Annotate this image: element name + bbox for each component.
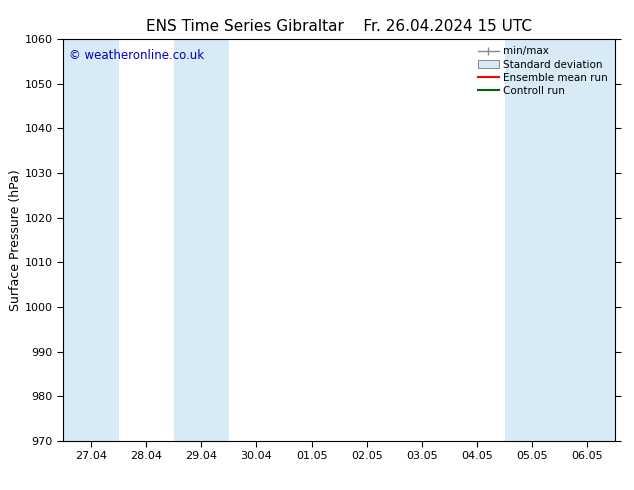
Text: © weatheronline.co.uk: © weatheronline.co.uk [69,49,204,62]
Bar [63,39,119,441]
Bar [560,39,615,441]
Bar [505,39,560,441]
Bar [174,39,229,441]
Legend: min/max, Standard deviation, Ensemble mean run, Controll run: min/max, Standard deviation, Ensemble me… [476,45,610,98]
Y-axis label: Surface Pressure (hPa): Surface Pressure (hPa) [9,169,22,311]
Title: ENS Time Series Gibraltar    Fr. 26.04.2024 15 UTC: ENS Time Series Gibraltar Fr. 26.04.2024… [146,19,532,34]
